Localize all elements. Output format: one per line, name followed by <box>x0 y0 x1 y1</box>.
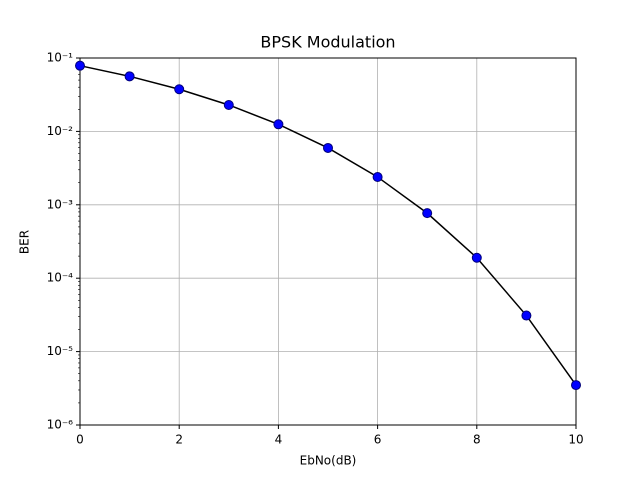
data-point <box>422 208 433 219</box>
y-tick-label: 10⁻² <box>47 124 74 138</box>
data-point <box>372 172 383 183</box>
data-point <box>471 252 482 263</box>
y-tick-label: 10⁻³ <box>47 197 74 211</box>
data-point <box>571 380 581 391</box>
data-line <box>79 64 577 386</box>
data-point <box>75 60 85 71</box>
x-tick-label: 0 <box>76 433 84 447</box>
y-axis-label: BER <box>18 230 32 254</box>
data-point <box>174 84 185 95</box>
x-tick-label: 6 <box>374 433 382 447</box>
x-tick-label: 8 <box>473 433 481 447</box>
data-point <box>273 119 284 130</box>
x-tick-label: 10 <box>568 433 583 447</box>
data-point <box>323 142 333 153</box>
x-axis-label: EbNo(dB) <box>300 454 357 468</box>
y-tick-label: 10⁻⁴ <box>47 271 74 285</box>
x-tick-label: 4 <box>275 433 283 447</box>
data-point <box>223 99 234 110</box>
y-tick-label: 10⁻⁶ <box>47 418 74 432</box>
data-point <box>124 71 135 82</box>
y-tick-label: 10⁻⁵ <box>47 344 74 358</box>
chart-title: BPSK Modulation <box>260 33 395 52</box>
x-tick-label: 2 <box>175 433 183 447</box>
y-tick-label: 10⁻¹ <box>47 51 74 65</box>
data-point <box>521 310 532 321</box>
plot-frame <box>79 57 577 426</box>
